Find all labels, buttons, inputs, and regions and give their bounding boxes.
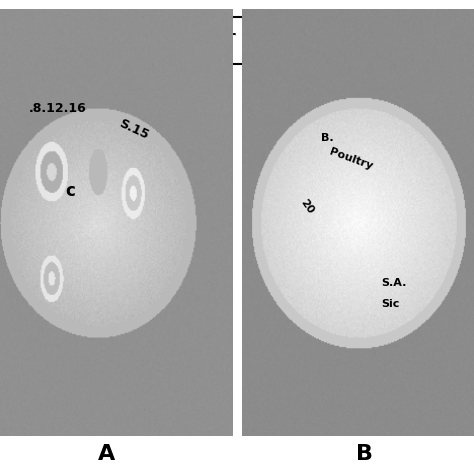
Text: Sic: Sic: [382, 300, 400, 310]
Text: S.A.: S.A.: [382, 278, 407, 288]
Text: c: c: [65, 182, 75, 201]
Text: .8.12.16: .8.12.16: [28, 102, 86, 115]
Text: B.: B.: [321, 133, 334, 143]
FancyBboxPatch shape: [166, 17, 308, 64]
Text: B: B: [356, 444, 374, 464]
Text: 20: 20: [298, 197, 315, 216]
Text: Poultry: Poultry: [328, 147, 374, 172]
Text: Clear zone: Clear zone: [174, 28, 300, 52]
Text: A: A: [98, 444, 115, 464]
Text: S.15: S.15: [117, 117, 150, 142]
